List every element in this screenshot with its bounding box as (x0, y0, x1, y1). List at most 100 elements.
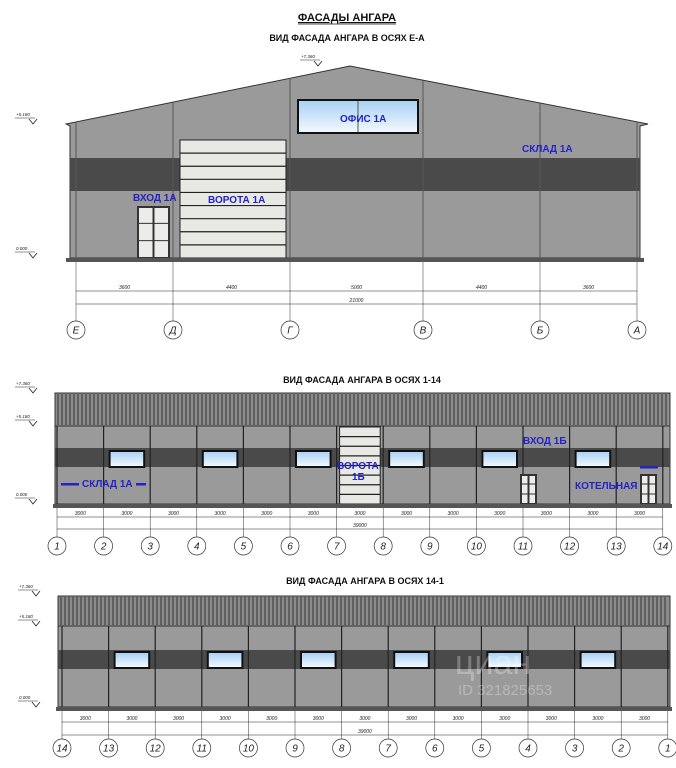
axis-bubble (627, 320, 647, 340)
level-marker-icon (313, 60, 323, 67)
window-glass (115, 653, 149, 667)
door-leaf (649, 476, 655, 503)
axis-label-5: 5 (241, 542, 247, 553)
axis-bubble (94, 536, 113, 556)
label-boiler-room: КОТЕЛЬНАЯ (575, 481, 638, 492)
level-value: +5.180 (19, 614, 33, 619)
dimension-value: 3000 (215, 511, 226, 517)
watermark-brand: циан (455, 644, 531, 682)
window-glass (395, 653, 428, 667)
window-glass (203, 452, 237, 466)
level-value: 0.000 (16, 492, 28, 497)
level-marker-icon (31, 590, 41, 597)
axis-bubble (239, 738, 258, 758)
door-leaf (154, 208, 168, 257)
axis-label-9: 9 (427, 542, 433, 553)
axis-label-Е: Е (73, 326, 80, 337)
axis-bubble (378, 738, 398, 758)
label-entrance-1b: ВХОД 1Б (523, 436, 567, 447)
axis-label-4: 4 (525, 744, 531, 755)
dimension-value: 3000 (499, 716, 510, 722)
dimension-value: 3000 (639, 716, 650, 722)
window-glass (581, 653, 615, 667)
level-marker-icon (28, 420, 38, 427)
dimension-value: 3000 (261, 511, 272, 517)
dimension-value: 3000 (80, 716, 91, 722)
dimension-value: 3600 (119, 285, 130, 291)
door-leaf (522, 476, 528, 503)
label-dash (61, 483, 79, 486)
axis-label-14: 14 (657, 542, 669, 553)
dimension-value: 3000 (313, 716, 324, 722)
total-dimension-value: 21000 (349, 298, 364, 304)
axis-bubble (611, 738, 631, 758)
gate (179, 139, 287, 259)
dimension-value: 3000 (592, 716, 603, 722)
label-warehouse-side: СКЛАД 1А (82, 479, 133, 490)
axis-label-7: 7 (334, 542, 340, 553)
dimension-value: 3000 (308, 511, 319, 517)
dimension-value: 3000 (634, 511, 645, 517)
axis-label-2: 2 (100, 542, 107, 553)
axis-label-3: 3 (147, 542, 153, 553)
door-leaf (642, 476, 648, 503)
sheet-title: ФАСАДЫ АНГАРА (298, 12, 396, 24)
axis-label-2: 2 (617, 744, 624, 755)
label-gate-1b-line2: 1Б (352, 472, 365, 483)
axis-label-Б: Б (537, 326, 544, 337)
axis-bubble (560, 536, 579, 556)
axis-label-5: 5 (479, 744, 485, 755)
axis-bubble (658, 738, 676, 758)
level-value: 0.000 (16, 246, 28, 251)
axis-label-8: 8 (380, 542, 386, 553)
axis-bubble (140, 536, 160, 556)
dimension-value: 3000 (126, 716, 137, 722)
axis-label-А: А (633, 326, 641, 337)
axis-bubble (192, 738, 212, 758)
label-entrance-1a: ВХОД 1А (133, 193, 177, 204)
axis-bubble (373, 536, 393, 556)
axis-bubble (280, 536, 300, 556)
label-dash (640, 466, 658, 469)
axis-bubble (187, 536, 207, 556)
axis-bubble (530, 320, 550, 340)
axis-label-3: 3 (572, 744, 578, 755)
axis-label-1: 1 (665, 744, 671, 755)
axis-bubble (565, 738, 584, 758)
window-glass (302, 653, 335, 667)
window-glass (110, 452, 144, 466)
axis-bubble (513, 536, 533, 556)
dimension-value: 3600 (583, 285, 594, 291)
axis-bubble (653, 536, 673, 556)
axis-bubble (234, 536, 253, 556)
axis-bubble (285, 738, 305, 758)
facade-1-14-title: ВИД ФАСАДА АНГАРА В ОСЯХ 1-14 (283, 375, 441, 385)
axis-label-14: 14 (56, 744, 68, 755)
level-marker-icon (28, 252, 38, 259)
label-warehouse-1a: СКЛАД 1А (522, 144, 573, 155)
axis-bubble (163, 320, 183, 340)
label-gate-1b-line1: ВОРОТА (337, 461, 379, 472)
dimension-value: 3000 (266, 716, 277, 722)
level-marker-icon (31, 701, 41, 708)
axis-label-Д: Д (168, 326, 176, 337)
axis-bubble (280, 320, 300, 340)
window-glass (483, 452, 516, 466)
window-glass (297, 452, 330, 466)
axis-bubble (413, 320, 433, 340)
axis-bubble (327, 536, 346, 556)
label-gate-1a: ВОРОТА 1А (208, 195, 265, 206)
plinth (56, 707, 672, 711)
facade-ea-title: ВИД ФАСАДА АНГАРА В ОСЯХ Е-А (269, 33, 425, 43)
watermark-id: ID 321825653 (458, 682, 552, 699)
total-dimension-value: 39000 (358, 729, 372, 735)
level-value: 0.000 (19, 695, 31, 700)
dimension-value: 3000 (75, 511, 86, 517)
plinth (53, 504, 672, 508)
dimension-value: 3000 (401, 511, 412, 517)
door-leaf (139, 208, 153, 257)
window-glass (488, 653, 521, 667)
window-glass (208, 653, 242, 667)
total-dimension-value: 39000 (353, 523, 367, 529)
